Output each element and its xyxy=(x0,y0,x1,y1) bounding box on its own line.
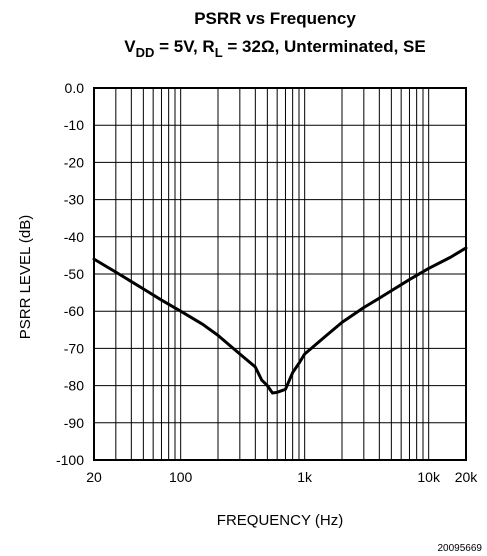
x-tick-labels: 20 100 1k 10k 20k xyxy=(86,469,478,485)
chart-subtitle: VDD = 5V, RL = 32Ω, Unterminated, SE xyxy=(124,37,425,60)
series-layer xyxy=(92,246,468,395)
x-axis-label: FREQUENCY (Hz) xyxy=(217,512,343,529)
subtitle-part-b: DD xyxy=(136,45,155,60)
y-tick-label: -100 xyxy=(56,452,84,468)
y-tick-label: -50 xyxy=(64,266,84,282)
y-tick-label: -80 xyxy=(64,378,84,394)
y-axis-label: PSRR LEVEL (dB) xyxy=(17,215,34,340)
chart-title: PSRR vs Frequency xyxy=(194,9,356,28)
series-line xyxy=(92,246,468,395)
y-tick-label: -30 xyxy=(64,192,84,208)
x-tick-label: 20 xyxy=(86,469,102,485)
subtitle-part-c: = 5V, R xyxy=(154,37,214,56)
x-tick-label: 1k xyxy=(297,469,313,485)
y-tick-label: -20 xyxy=(64,154,84,170)
figure-caption: 20095669 xyxy=(438,543,483,554)
y-tick-label: -60 xyxy=(64,303,84,319)
x-tick-label: 10k xyxy=(417,469,441,485)
y-tick-label: -70 xyxy=(64,340,84,356)
y-tick-label: -40 xyxy=(64,229,84,245)
subtitle-part-d: L xyxy=(215,45,223,60)
x-tick-label: 20k xyxy=(455,469,479,485)
grid xyxy=(93,87,467,461)
plot-area-frame xyxy=(93,87,467,461)
x-tick-label: 100 xyxy=(169,469,193,485)
y-tick-label: 0.0 xyxy=(65,80,85,96)
y-tick-label: -90 xyxy=(64,415,84,431)
subtitle-part-e: = 32Ω, Unterminated, SE xyxy=(223,37,426,56)
y-tick-label: -10 xyxy=(64,117,84,133)
y-tick-labels: 0.0 -10 -20 -30 -40 -50 -60 -70 -80 -90 -100 xyxy=(56,80,84,468)
subtitle-part-a: V xyxy=(124,37,136,56)
